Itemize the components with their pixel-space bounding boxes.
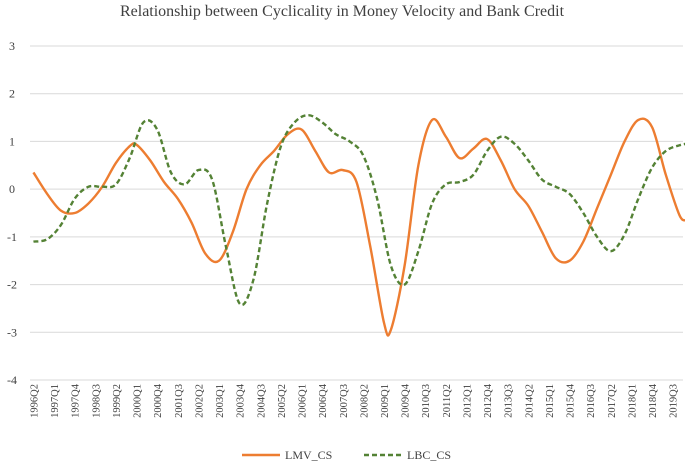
x-tick-label: 2008Q2	[359, 384, 370, 418]
x-tick-label: 2006Q4	[318, 383, 329, 418]
series-line-lbc-cs	[33, 113, 685, 307]
x-tick-label: 2012Q4	[483, 383, 494, 418]
x-tick-label: 1999Q2	[112, 384, 123, 418]
x-tick-label: 2004Q3	[256, 384, 267, 418]
x-tick-label: 2011Q2	[442, 384, 453, 417]
y-tick-label: 0	[9, 182, 15, 196]
y-tick-label: 2	[9, 87, 15, 101]
y-tick-label: 1	[9, 134, 15, 148]
series-line-lmv-cs	[32, 117, 685, 337]
y-tick-label: -3	[7, 325, 17, 339]
y-axis-ticks: 3 2 1 0 -1 -2 -3 -4	[7, 39, 17, 387]
x-tick-label: 2014Q2	[524, 384, 535, 418]
x-tick-label: 2012Q1	[462, 384, 473, 418]
legend-label: LBC_CS	[407, 448, 451, 462]
x-tick-label: 1998Q3	[91, 384, 102, 418]
x-tick-label: 2018Q1	[627, 384, 638, 418]
x-tick-label: 2015Q4	[566, 383, 577, 418]
grid	[30, 45, 683, 381]
x-tick-label: 2005Q2	[277, 384, 288, 418]
series-lines	[32, 113, 685, 337]
x-tick-label: 2010Q3	[421, 384, 432, 418]
x-tick-label: 1997Q1	[50, 384, 61, 418]
x-tick-label: 2017Q2	[607, 384, 618, 418]
x-axis-ticks: 1996Q2 1997Q1 1997Q4 1998Q3 1999Q2 2000Q1 2000…	[29, 383, 679, 418]
x-tick-label: 2002Q2	[194, 384, 205, 418]
x-tick-label: 2007Q3	[339, 384, 350, 418]
x-tick-label: 2019Q3	[669, 384, 680, 418]
x-tick-label: 2015Q1	[545, 384, 556, 418]
x-tick-label: 2003Q4	[236, 383, 247, 418]
x-tick-label: 2000Q1	[133, 384, 144, 418]
x-tick-label: 1997Q4	[71, 383, 82, 418]
y-tick-label: -2	[7, 278, 17, 292]
y-tick-label: -1	[7, 230, 17, 244]
x-tick-label: 2013Q3	[504, 384, 515, 418]
x-tick-label: 2003Q1	[215, 384, 226, 418]
x-tick-label: 2016Q3	[586, 384, 597, 418]
x-tick-label: 2009Q1	[380, 384, 391, 418]
chart-title: Relationship between Cyclicality in Mone…	[120, 3, 565, 20]
y-tick-label: -4	[7, 373, 17, 387]
x-tick-label: 2006Q1	[298, 384, 309, 418]
x-tick-label: 2000Q4	[153, 383, 164, 418]
legend: LMV_CS LBC_CS	[242, 448, 451, 462]
legend-label: LMV_CS	[285, 448, 332, 462]
x-tick-label: 1996Q2	[29, 384, 40, 418]
x-tick-label: 2001Q3	[174, 384, 185, 418]
y-tick-label: 3	[9, 39, 15, 53]
x-tick-label: 2018Q4	[648, 383, 659, 418]
x-tick-label: 2009Q4	[401, 383, 412, 418]
